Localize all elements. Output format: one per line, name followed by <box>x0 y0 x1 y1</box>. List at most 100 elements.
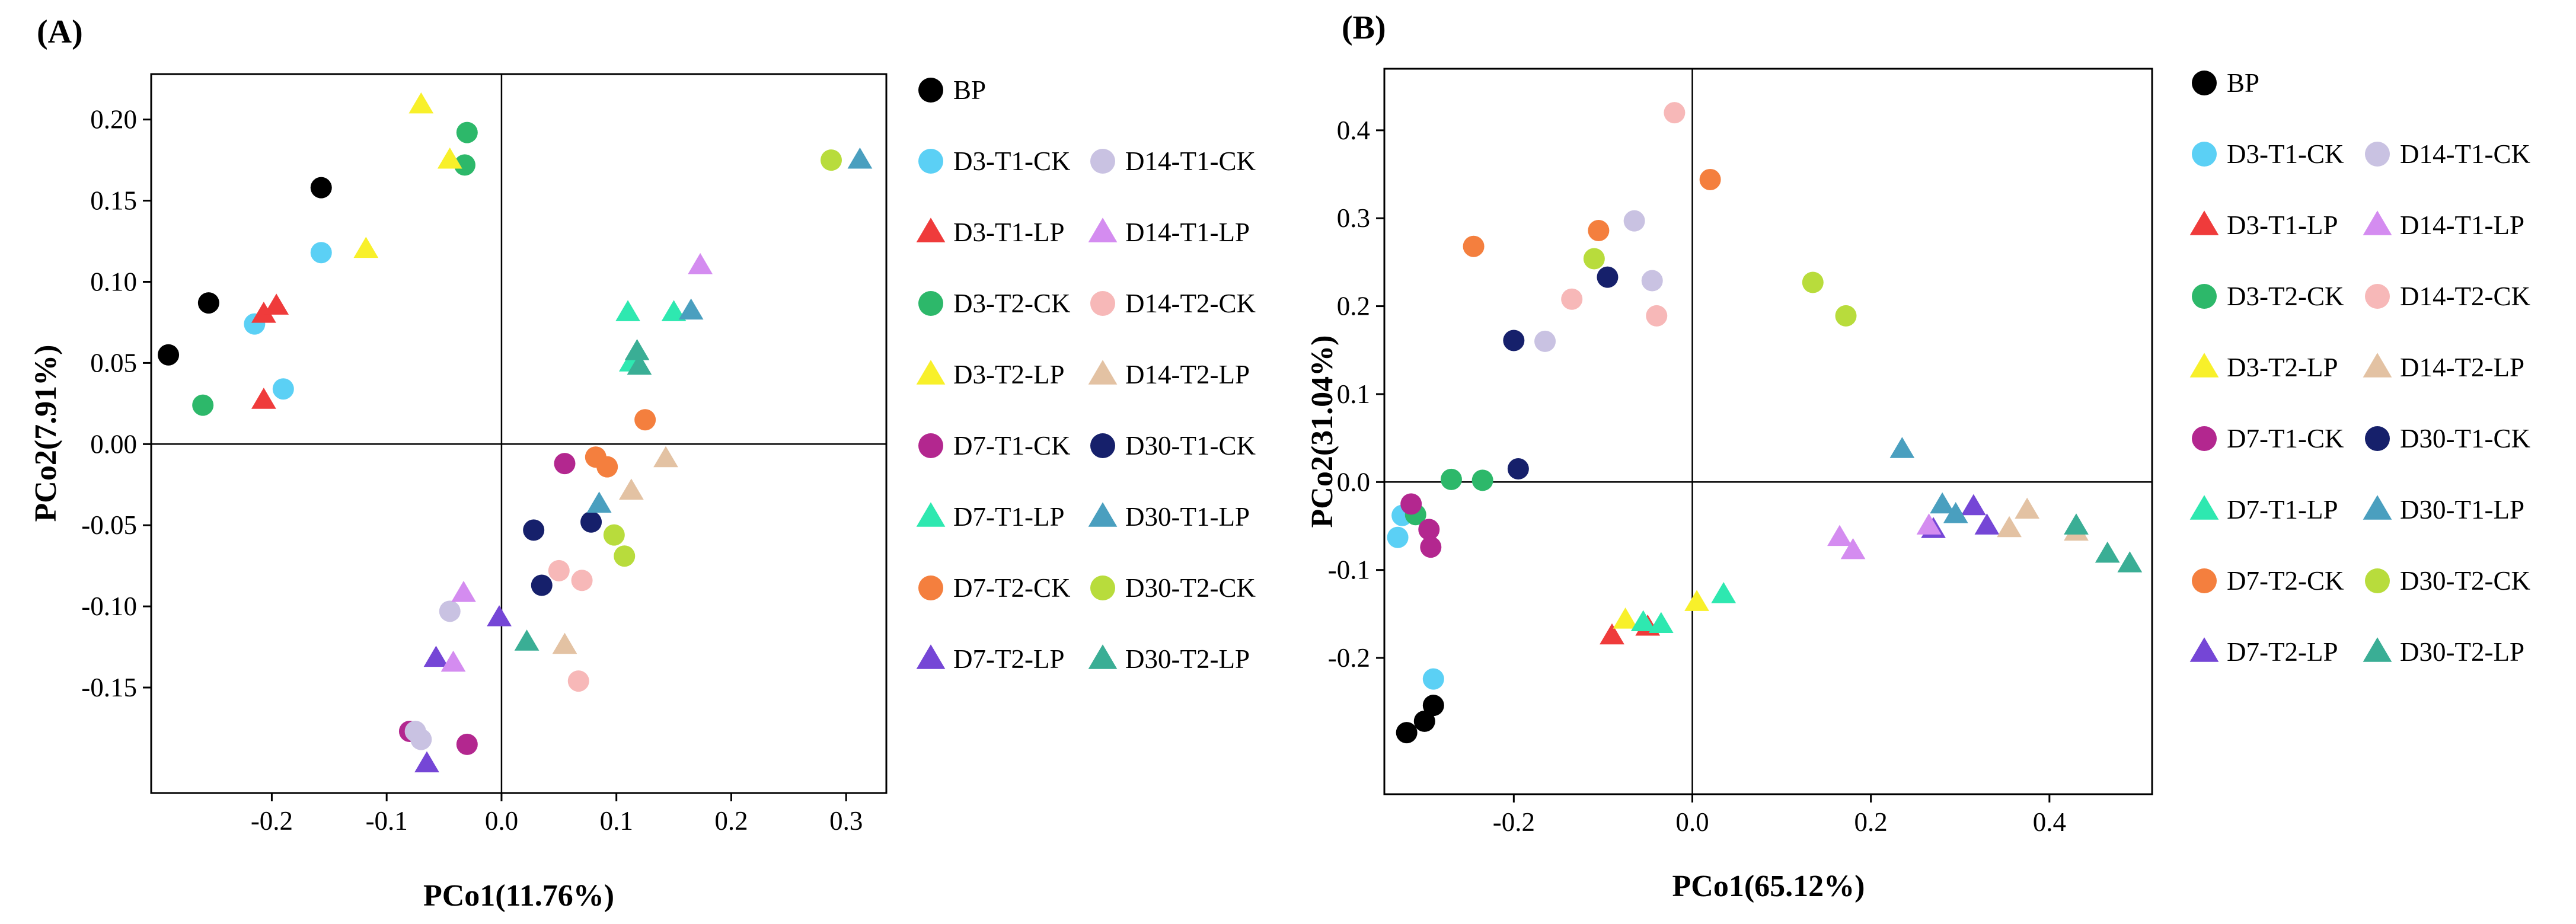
legend-marker-d7-t2-lp <box>916 644 946 669</box>
legend-marker-d3-t1-lp <box>916 218 946 242</box>
point-d30-t1-ck <box>523 519 545 541</box>
legend-label-d3-t1-ck: D3-T1-CK <box>953 146 1071 176</box>
point-d14-t1-lp <box>1916 513 1942 535</box>
point-d30-t1-lp <box>1930 492 1955 514</box>
legend-marker-d3-t2-ck <box>2192 284 2217 309</box>
legend-label-d7-t1-lp: D7-T1-LP <box>953 502 1064 532</box>
point-d14-t1-lp <box>451 581 476 602</box>
panel-a-points <box>158 92 873 773</box>
point-d7-t1-lp <box>1711 582 1737 603</box>
legend-label-d14-t2-lp: D14-T2-LP <box>1125 360 1250 389</box>
point-d14-t2-lp <box>618 478 644 500</box>
panel-b-zero-lines <box>1384 69 2152 794</box>
legend-marker-d30-t1-lp <box>1088 502 1118 527</box>
legend-marker-d14-t1-lp <box>1088 218 1118 242</box>
point-d3-t1-ck <box>272 378 294 400</box>
panel-a-x-axis-title: PCo1(11.76%) <box>423 879 614 913</box>
point-d30-t1-lp <box>1889 437 1915 458</box>
point-d7-t1-ck <box>1400 493 1422 515</box>
y-tick-label: 0.1 <box>1337 379 1370 409</box>
point-d30-t1-ck <box>531 574 553 596</box>
point-d7-t2-ck <box>1699 168 1721 190</box>
point-d30-t1-ck <box>1503 330 1525 351</box>
point-d3-t2-ck <box>456 122 478 143</box>
panel-a-label: (A) <box>37 14 83 50</box>
y-tick-label: 0.4 <box>1337 116 1370 145</box>
panel-a-y-axis-title: PCo2(7.91%) <box>29 345 63 522</box>
legend-label-d14-t1-lp: D14-T1-LP <box>1125 218 1250 247</box>
legend-marker-bp <box>918 78 943 103</box>
y-tick-label: -0.15 <box>81 673 137 702</box>
panel-a: (A) -0.2 -0.1 0.0 0.1 0.2 0.3 -0.15 -0.10 -0.05 0… <box>29 14 1256 913</box>
point-d30-t2-ck <box>1802 271 1824 293</box>
legend-label-bp: BP <box>953 75 986 105</box>
point-d30-t2-lp <box>624 339 650 360</box>
legend-marker-d30-t2-ck <box>1090 575 1115 600</box>
point-d7-t1-lp <box>615 300 640 321</box>
legend-label-d7-t2-lp: D7-T2-LP <box>2227 637 2338 667</box>
point-d14-t2-ck <box>567 670 589 692</box>
legend-label-d3-t1-ck: D3-T1-CK <box>2227 139 2344 169</box>
y-tick-label: -0.10 <box>81 592 137 621</box>
legend-label-d7-t1-ck: D7-T1-CK <box>953 431 1071 461</box>
legend-marker-d30-t2-lp <box>1088 644 1118 669</box>
point-d7-t2-ck <box>596 456 618 478</box>
point-d14-t1-ck <box>1623 210 1645 232</box>
legend-marker-d14-t1-lp <box>2363 210 2392 235</box>
point-d30-t2-ck <box>1835 305 1857 327</box>
point-d30-t2-ck <box>614 545 636 567</box>
point-d7-t2-lp <box>423 645 449 667</box>
point-d3-t1-lp <box>251 388 276 409</box>
point-d30-t2-lp <box>2117 551 2143 573</box>
point-d14-t2-lp <box>2015 497 2040 519</box>
point-d14-t2-ck <box>1561 288 1583 310</box>
panel-a-zero-lines <box>151 74 886 793</box>
legend-marker-d3-t2-lp <box>916 360 946 385</box>
panel-a-ticks: -0.2 -0.1 0.0 0.1 0.2 0.3 -0.15 -0.10 -0.05 0.00 0… <box>81 105 863 836</box>
legend-marker-d3-t1-ck <box>918 149 943 174</box>
point-d3-t1-ck <box>1422 668 1444 690</box>
point-d30-t2-lp <box>2064 513 2089 535</box>
legend-marker-d3-t1-lp <box>2189 210 2219 235</box>
point-d30-t1-ck <box>1597 266 1619 288</box>
panel-a-frame <box>150 73 888 794</box>
point-d7-t2-lp <box>414 751 439 773</box>
panel-b-legend: BP D3-T1-CK D3-T1-LP D3-T2-CK D3-T2-LP D7-T1-… <box>2189 68 2530 667</box>
point-d14-t2-lp <box>1997 516 2022 538</box>
legend-marker-d14-t2-ck <box>1090 291 1115 316</box>
point-bp <box>1413 710 1435 732</box>
point-d14-t2-ck <box>571 570 593 592</box>
x-tick-label: 0.0 <box>1675 807 1709 837</box>
point-d14-t1-lp <box>1840 538 1866 559</box>
point-d7-t2-ck <box>1588 219 1610 241</box>
point-d3-t2-lp <box>353 236 379 258</box>
point-d7-t1-ck <box>1420 536 1442 558</box>
x-tick-label: -0.2 <box>251 806 293 836</box>
point-d14-t1-ck <box>439 600 461 622</box>
point-d30-t2-ck <box>1583 248 1605 270</box>
point-d30-t1-lp <box>586 491 612 513</box>
point-d3-t2-lp <box>408 92 434 114</box>
point-bp <box>158 344 180 366</box>
point-d3-t1-lp <box>251 302 276 323</box>
panel-a-legend: BP D3-T1-CK D3-T1-LP D3-T2-CK D3-T2-LP D7-T1-… <box>916 75 1256 674</box>
y-tick-label: 0.00 <box>90 429 137 459</box>
point-d3-t1-lp <box>1600 623 1624 645</box>
y-tick-label: 0.15 <box>90 186 137 216</box>
x-tick-label: 0.1 <box>600 806 633 836</box>
panel-b-frame <box>1383 68 2153 795</box>
point-d7-t1-lp <box>661 300 687 321</box>
panel-b-ticks: -0.2 0.0 0.2 0.4 -0.2 -0.1 0.0 0.1 0.2 0.3 0.4 <box>1328 116 2066 837</box>
legend-marker-d30-t1-ck <box>1090 433 1115 458</box>
x-tick-label: -0.1 <box>366 806 408 836</box>
point-d14-t2-lp <box>653 446 678 468</box>
legend-label-d7-t2-ck: D7-T2-CK <box>953 573 1071 603</box>
point-d7-t1-ck <box>554 453 576 475</box>
x-tick-label: 0.4 <box>2033 807 2066 837</box>
point-d7-t2-ck <box>634 409 656 431</box>
point-d14-t1-ck <box>410 728 432 750</box>
legend-marker-d14-t2-lp <box>2363 353 2392 378</box>
point-d30-t2-lp <box>627 353 652 375</box>
point-d3-t1-lp <box>264 293 289 315</box>
